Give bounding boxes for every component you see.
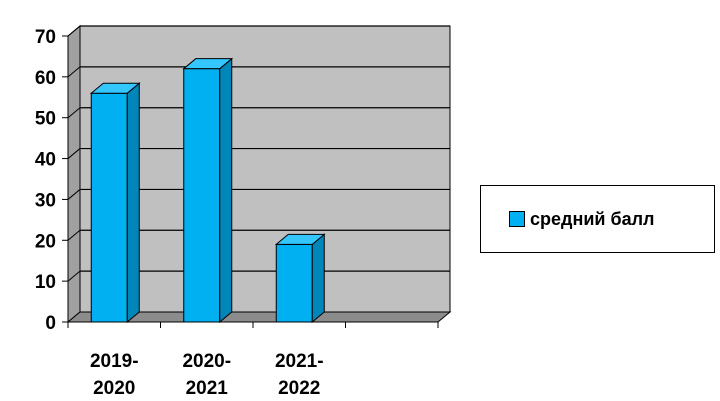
gridline-side xyxy=(67,270,81,282)
x-tick-label: 2020 xyxy=(93,378,135,399)
y-tick-label: 10 xyxy=(35,272,56,293)
y-tick-label: 30 xyxy=(35,190,56,211)
bar-side xyxy=(219,57,233,324)
side-wall xyxy=(67,24,81,324)
y-tick-label: 40 xyxy=(35,150,56,171)
bar-side xyxy=(126,82,140,324)
gridline-side xyxy=(67,25,81,37)
x-tick-label: 2021 xyxy=(186,378,229,399)
gridline-side xyxy=(67,107,81,119)
bar-top xyxy=(182,58,234,70)
y-axis-tick-labels: 0 10 20 30 40 50 60 70 xyxy=(35,27,56,334)
bar xyxy=(183,68,221,323)
legend-label: средний балл xyxy=(530,208,655,229)
x-axis-tick-labels: 2019- 2020 2020- 2021 2021- 2022 xyxy=(90,351,324,399)
bar-top xyxy=(89,82,141,94)
x-tick-label: 2022 xyxy=(278,378,320,399)
bar-top xyxy=(274,233,326,245)
back-wall xyxy=(79,25,451,313)
gridlines xyxy=(67,25,450,282)
gridline-side xyxy=(67,148,81,159)
legend-swatch xyxy=(509,211,525,227)
gridline-side xyxy=(67,189,81,200)
y-tick-label: 20 xyxy=(35,231,56,252)
bar xyxy=(275,243,313,323)
gridline-side xyxy=(67,229,81,241)
axes xyxy=(62,35,439,328)
x-tick-label: 2020- xyxy=(182,351,231,372)
x-tick-label: 2021- xyxy=(275,351,324,372)
y-tick-label: 0 xyxy=(45,313,56,334)
y-tick-label: 60 xyxy=(35,68,56,89)
plot-area xyxy=(66,24,452,324)
bars xyxy=(89,57,326,324)
legend: средний балл xyxy=(480,185,715,253)
y-tick-label: 70 xyxy=(35,27,56,48)
y-tick-label: 50 xyxy=(35,109,56,130)
x-tick-label: 2019- xyxy=(90,351,139,372)
bar-side xyxy=(311,233,325,324)
gridline-side xyxy=(67,66,81,78)
bar xyxy=(90,92,128,323)
